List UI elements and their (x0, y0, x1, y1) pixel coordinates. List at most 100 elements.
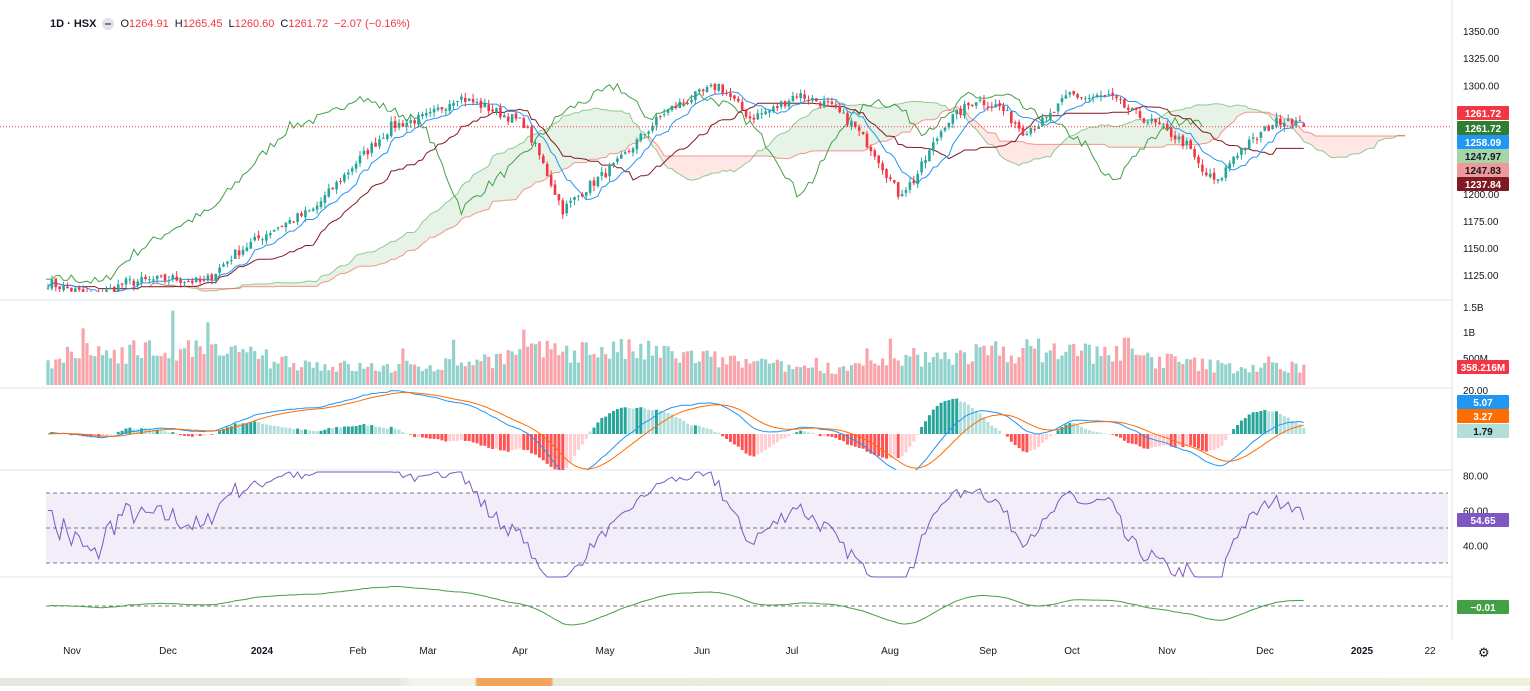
cloud-segment (1097, 125, 1101, 145)
volume-bar (756, 361, 759, 385)
candle-body (409, 120, 412, 123)
macd-histogram-bar (784, 434, 787, 438)
candle-body (1069, 92, 1072, 94)
candle-body (1154, 119, 1157, 123)
volume-bar (491, 368, 494, 385)
candle-body (901, 194, 904, 196)
candle-body (983, 100, 986, 105)
candle-body (569, 201, 572, 203)
cloud-segment (1319, 136, 1323, 151)
cloud-segment (481, 168, 485, 211)
volume-bar (1291, 362, 1294, 385)
candle-body (577, 196, 580, 197)
candle (640, 133, 643, 143)
candle (1240, 147, 1243, 159)
volume-bar (850, 365, 853, 385)
symbol-label[interactable]: 1D · HSX (50, 18, 96, 30)
candle-body (222, 264, 225, 266)
cloud-segment (563, 115, 567, 169)
candle (261, 238, 264, 245)
candle-body (1303, 123, 1306, 126)
volume-bar (862, 366, 865, 385)
candle-body (191, 281, 194, 283)
high-value: 1265.45 (183, 18, 223, 30)
volume-bar (265, 349, 268, 385)
close-value: 1261.72 (288, 18, 328, 30)
candle (222, 262, 225, 267)
volume-bar (1123, 338, 1126, 385)
volume-bar (690, 351, 693, 385)
macd-histogram-bar (164, 431, 167, 434)
volume-bar (405, 361, 408, 385)
candle (955, 109, 958, 119)
cloud-segment (914, 101, 918, 125)
macd-histogram-bar (366, 426, 369, 434)
candle (1267, 124, 1270, 131)
candle-body (324, 195, 327, 203)
volume-bar (534, 344, 537, 385)
volume-bar (639, 344, 642, 385)
volume-bar (577, 363, 580, 385)
cloud-segment (551, 123, 555, 174)
candle-body (367, 150, 370, 154)
macd-histogram-bar (503, 434, 506, 450)
candle-body (1049, 113, 1052, 119)
macd-histogram-bar (1045, 434, 1048, 440)
macd-histogram-bar (651, 410, 654, 434)
candle-body (105, 290, 108, 295)
cloud-segment (785, 131, 789, 159)
macd-histogram-bar (1084, 429, 1087, 434)
candle (1221, 177, 1224, 182)
cloud-segment (1316, 136, 1320, 151)
volume-bar (1302, 365, 1305, 385)
volume-bar (990, 346, 993, 385)
candle (480, 98, 483, 113)
gear-icon[interactable]: ⚙ (1478, 645, 1490, 661)
macd-histogram-bar (593, 428, 596, 434)
cloud-segment (325, 275, 329, 282)
candle-body (1197, 157, 1200, 163)
macd-histogram-bar (940, 403, 943, 434)
candle (460, 94, 463, 104)
volume-bar (1255, 372, 1258, 385)
cloud-segment (508, 148, 512, 200)
volume-bar (885, 365, 888, 385)
eye-icon[interactable] (102, 18, 114, 30)
macd-histogram-bar (167, 433, 170, 434)
macd-histogram-bar (206, 434, 209, 435)
volume-bar (1216, 360, 1219, 385)
candle-body (702, 89, 705, 91)
volume-bar (787, 365, 790, 385)
candle-body (1228, 163, 1231, 168)
cloud-segment (707, 156, 711, 176)
macd-histogram-bar (1185, 434, 1188, 445)
cloud-segment (422, 219, 426, 244)
volume-bar (643, 359, 646, 385)
cloud-segment (610, 111, 614, 154)
candle (308, 209, 311, 211)
candle (987, 102, 990, 111)
volume-bar (1150, 357, 1153, 385)
macd-histogram-bar (604, 417, 607, 434)
candle-body (952, 114, 955, 123)
cloud-segment (524, 137, 528, 190)
candle-body (1283, 123, 1286, 127)
volume-bar (1025, 339, 1028, 385)
candle (959, 106, 962, 118)
candle-body (792, 96, 795, 101)
cloud-segment (430, 212, 434, 237)
candle-body (70, 288, 73, 292)
macd-histogram-bar (600, 418, 603, 434)
macd-histogram-bar (1049, 434, 1052, 436)
volume-bar (963, 352, 966, 385)
volume-bar (1119, 361, 1122, 385)
badge-macd: 5.07 (1457, 395, 1509, 409)
macd-histogram-bar (253, 422, 256, 434)
candle-body (328, 188, 331, 196)
candle (811, 95, 814, 103)
candle-body (975, 102, 978, 106)
volume-bar (889, 339, 892, 385)
candle (265, 231, 268, 244)
